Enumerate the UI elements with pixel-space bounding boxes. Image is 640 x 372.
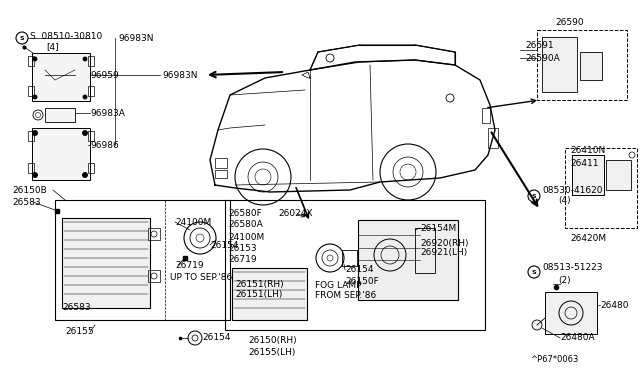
Text: FOG LAMP: FOG LAMP	[315, 280, 362, 289]
Bar	[88, 131, 94, 141]
Bar	[488, 128, 498, 148]
Text: 26480: 26480	[600, 301, 628, 310]
Bar	[606, 160, 631, 190]
Text: 26155(LH): 26155(LH)	[248, 347, 296, 356]
Circle shape	[188, 331, 202, 345]
Circle shape	[83, 57, 87, 61]
Text: 26590A: 26590A	[525, 54, 560, 62]
Text: 26583: 26583	[62, 304, 91, 312]
Bar	[225, 200, 485, 330]
Circle shape	[532, 320, 542, 330]
Text: 96983N: 96983N	[118, 33, 154, 42]
Text: 26920(RH): 26920(RH)	[420, 238, 468, 247]
Text: 26719: 26719	[228, 256, 257, 264]
Text: 26590: 26590	[555, 17, 584, 26]
Bar	[28, 86, 34, 96]
Circle shape	[33, 131, 38, 135]
Bar	[215, 158, 227, 168]
Text: 96983N: 96983N	[162, 71, 198, 80]
Text: 26420M: 26420M	[570, 234, 606, 243]
Bar	[88, 56, 94, 66]
Text: 96983A: 96983A	[90, 109, 125, 118]
Text: 26154: 26154	[345, 266, 374, 275]
Circle shape	[83, 173, 88, 177]
Circle shape	[83, 131, 88, 135]
Bar	[232, 268, 307, 320]
Text: 24100M: 24100M	[228, 232, 264, 241]
Text: (4): (4)	[558, 196, 571, 205]
Bar	[88, 86, 94, 96]
Text: 26719: 26719	[175, 260, 204, 269]
Text: [4]: [4]	[46, 42, 59, 51]
Text: S: S	[532, 269, 536, 275]
Bar	[32, 128, 90, 180]
Text: 26150B: 26150B	[12, 186, 47, 195]
Text: 26154M: 26154M	[420, 224, 456, 232]
Text: 26410N: 26410N	[570, 145, 605, 154]
Circle shape	[33, 95, 37, 99]
Bar	[88, 163, 94, 173]
Text: 26024X: 26024X	[278, 208, 312, 218]
Text: 24100M: 24100M	[175, 218, 211, 227]
Text: 26580F: 26580F	[228, 208, 262, 218]
Bar	[32, 53, 90, 101]
Text: S: S	[532, 193, 536, 199]
Text: 26921(LH): 26921(LH)	[420, 248, 467, 257]
Bar	[28, 131, 34, 141]
Bar	[55, 200, 230, 320]
Text: 26155: 26155	[65, 327, 93, 337]
Bar	[580, 52, 602, 80]
Text: 26151(LH): 26151(LH)	[235, 291, 282, 299]
Text: 08513-51223: 08513-51223	[542, 263, 602, 272]
Bar	[572, 155, 604, 195]
Bar	[148, 228, 160, 240]
Text: S: S	[20, 35, 24, 41]
Bar	[358, 220, 458, 300]
Text: 08530-41620: 08530-41620	[542, 186, 602, 195]
Bar	[482, 108, 490, 123]
Text: ^P67*0063: ^P67*0063	[530, 356, 579, 365]
Text: UP TO SEP.'86: UP TO SEP.'86	[170, 273, 232, 282]
Bar	[542, 37, 577, 92]
Text: (2): (2)	[558, 276, 571, 285]
Bar	[342, 250, 357, 266]
Text: 26480A: 26480A	[560, 334, 595, 343]
Bar	[45, 108, 75, 122]
Text: 96959: 96959	[90, 71, 119, 80]
Bar	[415, 228, 435, 273]
Bar	[565, 148, 637, 228]
Text: 26154: 26154	[202, 334, 230, 343]
Bar	[215, 170, 227, 178]
Text: 26583: 26583	[12, 198, 40, 206]
Text: 26151(RH): 26151(RH)	[235, 280, 284, 289]
Bar	[28, 163, 34, 173]
Bar	[62, 218, 150, 308]
Text: 26150F: 26150F	[345, 278, 379, 286]
Bar	[28, 56, 34, 66]
Bar	[148, 270, 160, 282]
Text: S  08510-30810: S 08510-30810	[30, 32, 102, 41]
Text: 26591: 26591	[525, 41, 554, 49]
Text: 26411: 26411	[570, 158, 598, 167]
Circle shape	[33, 173, 38, 177]
Text: 26154: 26154	[210, 241, 239, 250]
Bar	[537, 30, 627, 100]
Bar	[545, 292, 597, 334]
Text: FROM SEP.'86: FROM SEP.'86	[315, 291, 376, 299]
Circle shape	[83, 95, 87, 99]
Text: 26150(RH): 26150(RH)	[248, 336, 296, 344]
Text: 96986: 96986	[90, 141, 119, 150]
Text: 26580A: 26580A	[228, 219, 263, 228]
Circle shape	[33, 57, 37, 61]
Text: 26153: 26153	[228, 244, 257, 253]
